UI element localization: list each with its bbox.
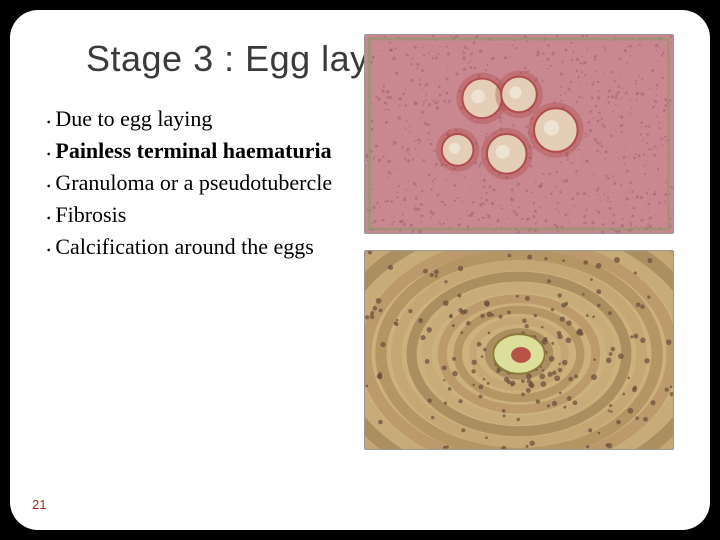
histology-image-bottom (364, 250, 674, 450)
slide: Stage 3 : Egg laying Due to egg laying P… (10, 10, 710, 530)
bullet-list: Due to egg laying Painless terminal haem… (46, 104, 352, 450)
page-number: 21 (32, 497, 46, 512)
bullet-item: Due to egg laying (46, 104, 352, 134)
image-column (364, 34, 674, 450)
bullet-item: Painless terminal haematuria (46, 136, 352, 166)
histology-image-top (364, 34, 674, 234)
content-row: Due to egg laying Painless terminal haem… (46, 104, 674, 450)
bullet-item: Granuloma or a pseudotubercle (46, 168, 352, 198)
bullet-item: Calcification around the eggs (46, 232, 352, 262)
bullet-item: Fibrosis (46, 200, 352, 230)
